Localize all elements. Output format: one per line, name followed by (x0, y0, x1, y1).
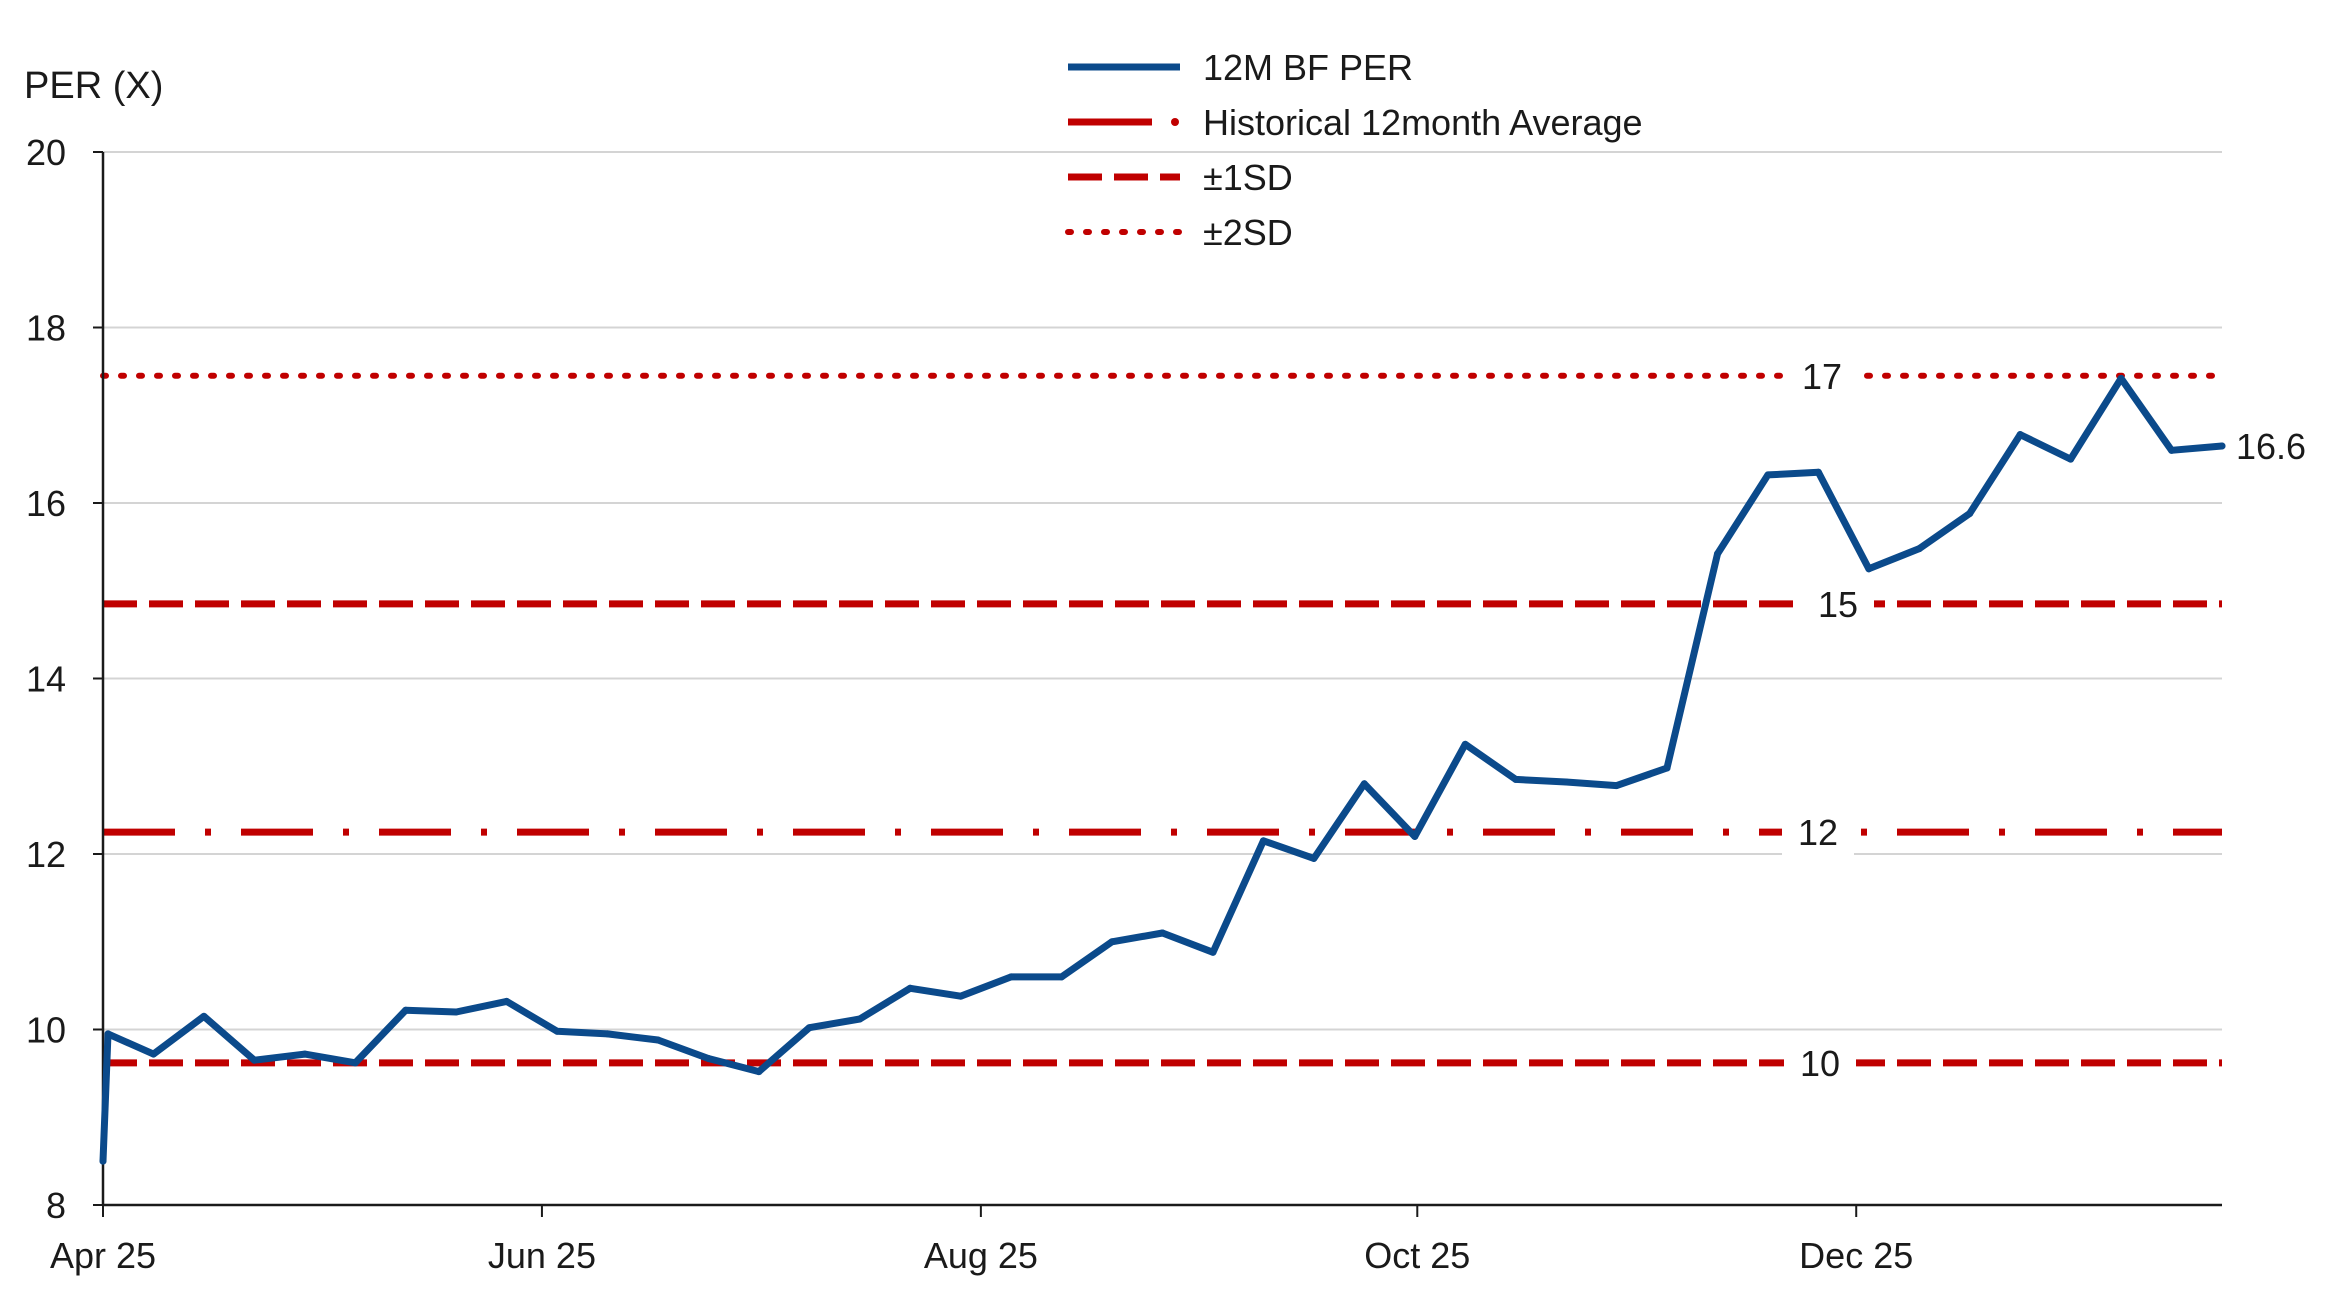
data-point (2117, 374, 2125, 382)
x-tick-label: Aug 25 (924, 1235, 1038, 1276)
legend-label: ±1SD (1203, 157, 1293, 198)
data-point (1613, 782, 1621, 790)
data-point (1512, 775, 1520, 783)
data-point (149, 1050, 157, 1058)
ref-label: 10 (1800, 1043, 1840, 1084)
y-tick-label: 18 (26, 308, 66, 349)
ref-label-backdrop (1782, 806, 1854, 859)
legend-label: ±2SD (1203, 212, 1293, 253)
data-point (1713, 550, 1721, 558)
data-point (1108, 938, 1116, 946)
data-point (1007, 973, 1015, 981)
data-point (1966, 510, 1974, 518)
data-point (704, 1054, 712, 1062)
x-tick-label: Apr 25 (50, 1235, 156, 1276)
data-point (957, 992, 965, 1000)
data-point (553, 1027, 561, 1035)
data-point (104, 1030, 112, 1038)
data-point (2218, 442, 2226, 450)
ref-label-backdrop (1786, 349, 1858, 402)
data-point (503, 997, 511, 1005)
y-tick-label: 16 (26, 483, 66, 524)
data-point (1461, 740, 1469, 748)
data-point (755, 1068, 763, 1076)
legend-label: Historical 12month Average (1203, 102, 1643, 143)
data-point (402, 1006, 410, 1014)
reference-labels: 12 15 10 17 (1782, 349, 1874, 1089)
grid-lines (103, 151, 2222, 1031)
y-tick-label: 20 (26, 132, 66, 173)
data-point (1159, 929, 1166, 937)
data-point (906, 984, 914, 992)
data-point (604, 1030, 612, 1038)
data-point (1058, 973, 1066, 981)
data-point (1411, 832, 1419, 840)
data-point (805, 1024, 813, 1032)
legend-label: 12M BF PER (1203, 47, 1413, 88)
data-point (1209, 948, 1217, 956)
ref-label: 15 (1818, 584, 1858, 625)
data-point (250, 1056, 258, 1064)
y-axis-title: PER (X) (24, 65, 163, 107)
data-point (654, 1036, 662, 1044)
data-point (200, 1012, 208, 1020)
ref-label-backdrop (1784, 1036, 1856, 1089)
legend-swatch-average-dot (1171, 118, 1179, 126)
data-point (1865, 565, 1873, 573)
data-point (1360, 780, 1368, 788)
y-tick-label: 14 (26, 659, 66, 700)
data-point (1663, 764, 1671, 772)
x-tick-label: Jun 25 (488, 1235, 596, 1276)
data-point (99, 1157, 107, 1165)
series-line-12m-bf-per (99, 374, 2226, 1165)
end-value-label: 16.6 (2236, 426, 2306, 467)
data-point (1310, 854, 1318, 862)
y-tick-label: 8 (46, 1185, 66, 1226)
series-layer: 16.6 (99, 374, 2306, 1165)
axes: 20 18 16 14 12 10 8 Apr 25 Jun 25 Aug 25 Oct 25 Dec… (26, 132, 2222, 1276)
data-point (351, 1059, 359, 1067)
data-point (2168, 446, 2176, 454)
legend: 12M BF PER Historical 12month Average ±1SD… (1065, 47, 1643, 253)
data-point (2016, 431, 2024, 439)
y-tick-label: 12 (26, 834, 66, 875)
reference-lines (100, 372, 2225, 1067)
y-tick-label: 10 (26, 1010, 66, 1051)
data-point (2067, 455, 2075, 463)
x-tick-label: Oct 25 (1364, 1235, 1470, 1276)
data-point (301, 1050, 309, 1058)
data-point (856, 1015, 864, 1023)
x-tick-label: Dec 25 (1799, 1235, 1913, 1276)
data-point (1915, 545, 1923, 553)
data-point (1814, 468, 1822, 476)
data-point (452, 1008, 460, 1016)
ref-label: 17 (1802, 356, 1842, 397)
data-point (1259, 837, 1267, 845)
data-point (1562, 778, 1570, 786)
ref-label-backdrop (1802, 577, 1874, 630)
ref-label: 12 (1798, 812, 1838, 853)
data-point (1764, 471, 1772, 479)
